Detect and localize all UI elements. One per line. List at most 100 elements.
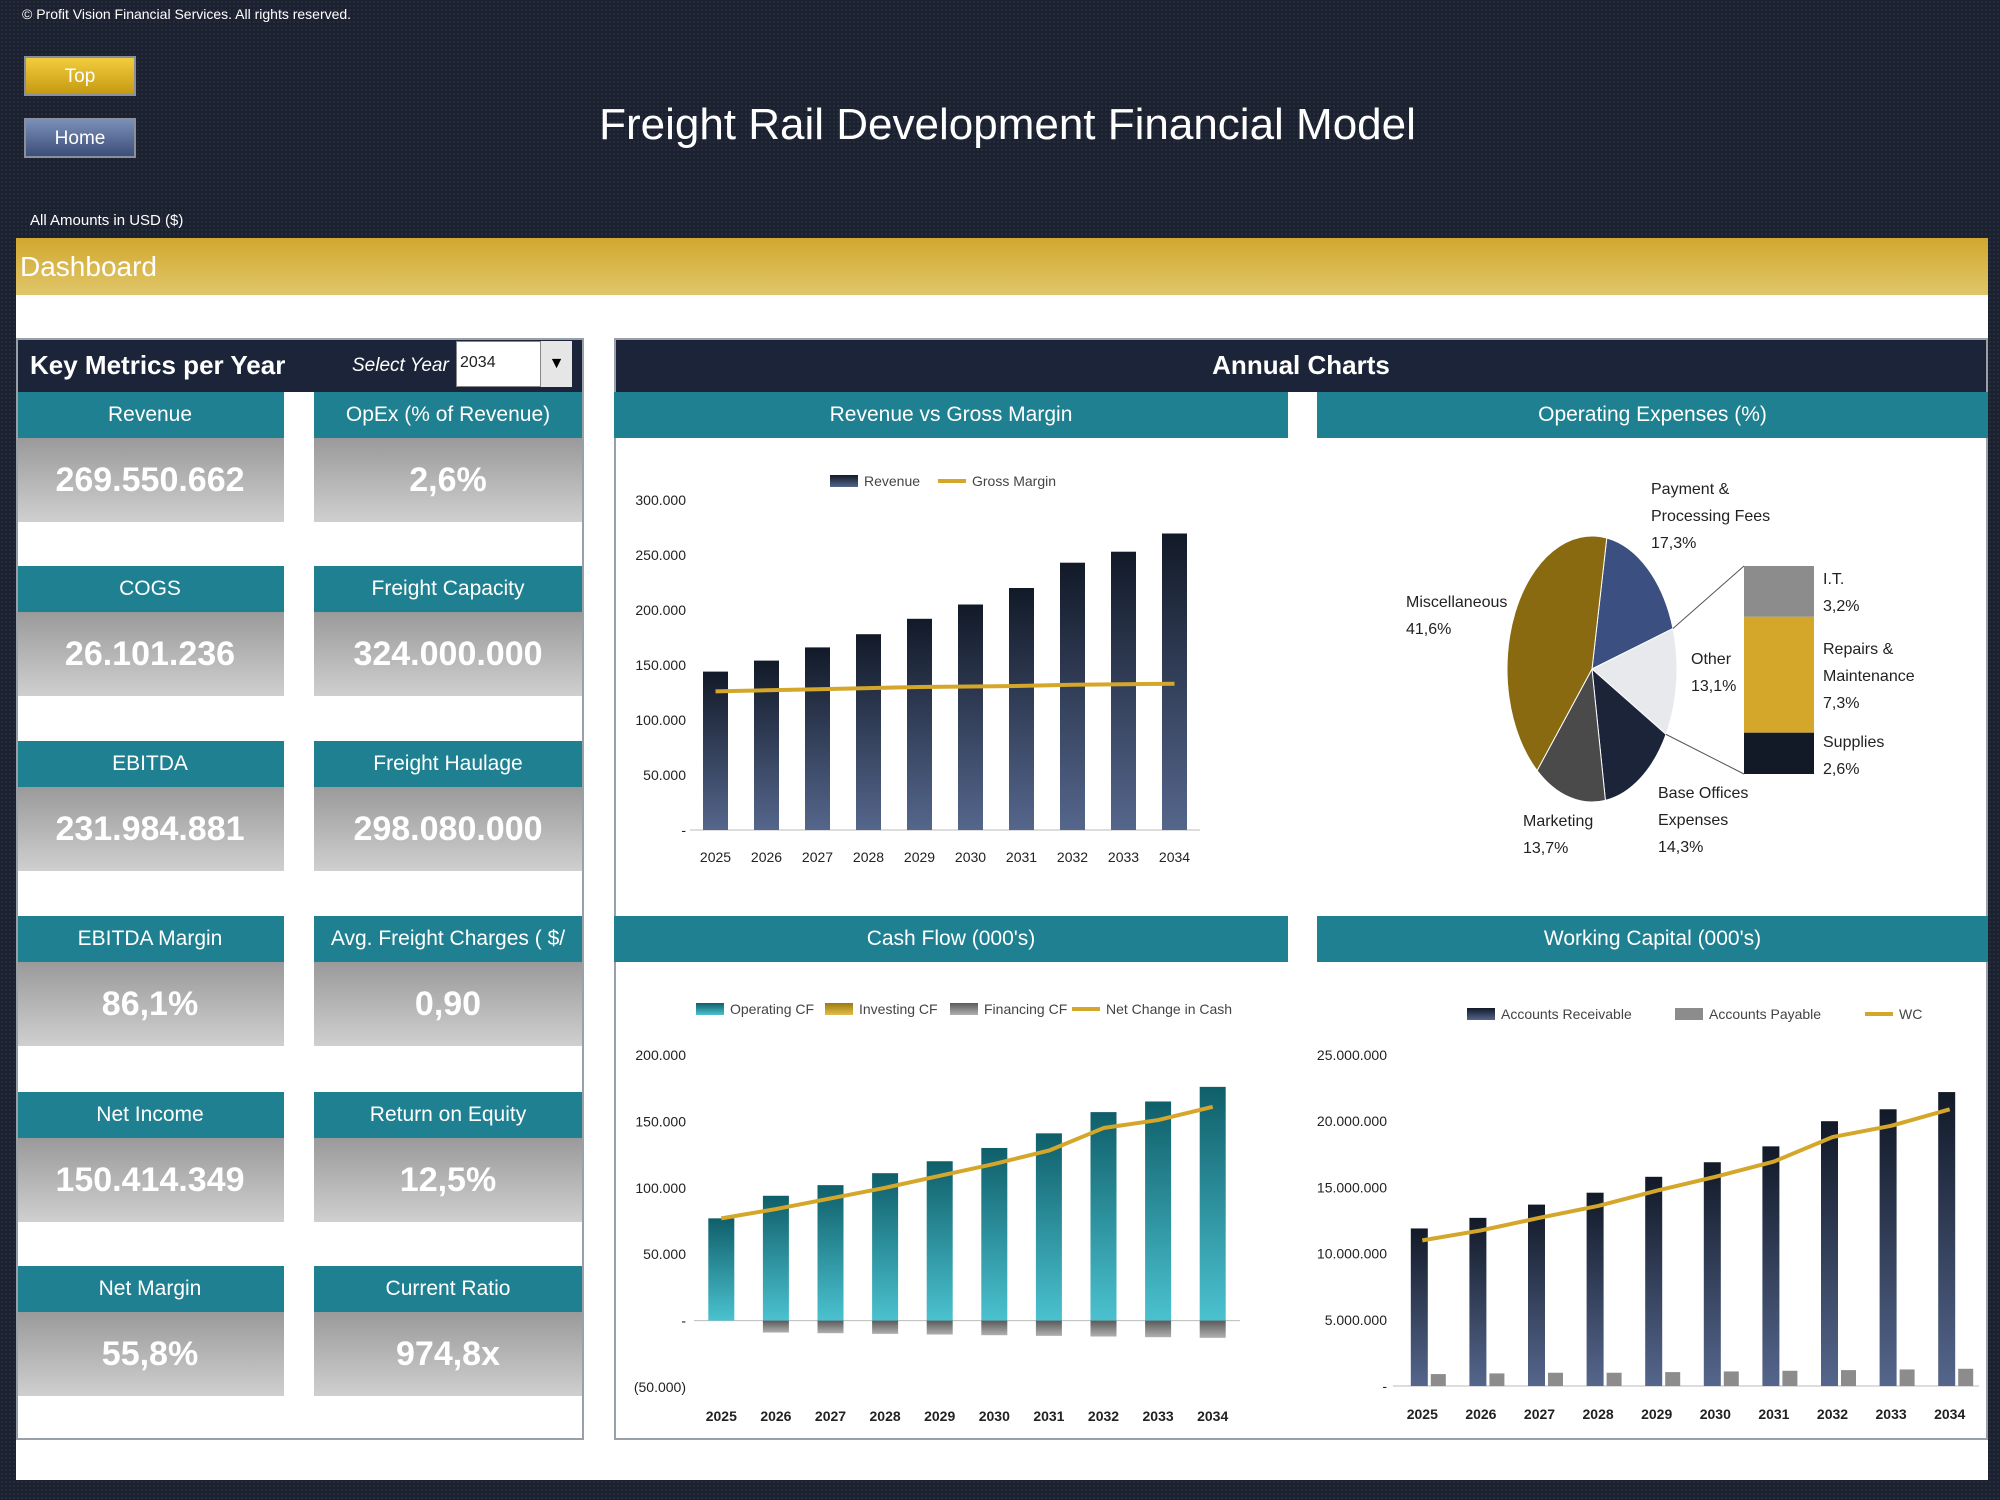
y-tick-label: 25.000.000 [1317, 1047, 1387, 1063]
slice-label-payment: Payment & [1651, 481, 1730, 498]
x-tick-label: 2028 [853, 849, 884, 865]
bar-revenue [754, 660, 779, 830]
metric-value-opex-of-revenue: 2,6% [314, 438, 582, 522]
bar-operating-cf [1090, 1112, 1117, 1321]
x-tick-label: 2027 [1524, 1406, 1555, 1422]
y-tick-label: 150.000 [635, 1113, 686, 1129]
slice-label-marketing: 13,7% [1523, 840, 1568, 857]
x-tick-label: 2030 [979, 1408, 1010, 1424]
bar-operating-cf [762, 1195, 789, 1321]
bar-accounts-payable [1489, 1373, 1505, 1386]
slice-label-miscellaneous: 41,6% [1406, 621, 1451, 638]
bar-accounts-payable [1782, 1370, 1798, 1386]
bar-accounts-payable [1665, 1372, 1681, 1386]
bar-accounts-receivable [1586, 1192, 1604, 1386]
x-tick-label: 2032 [1817, 1406, 1848, 1422]
x-tick-label: 2033 [1876, 1406, 1907, 1422]
opex-chart-title: Operating Expenses (%) [1317, 392, 1988, 438]
metric-label-net-margin: Net Margin [16, 1266, 284, 1312]
legend-label: Gross Margin [972, 473, 1056, 489]
bar-financing-cf [762, 1320, 789, 1333]
bar-operating-cf [1199, 1086, 1226, 1321]
bar-accounts-receivable [1645, 1176, 1663, 1386]
bar-revenue [1009, 588, 1034, 830]
bar-financing-cf [872, 1320, 899, 1334]
y-tick-label: - [681, 1313, 686, 1329]
legend-label: Financing CF [984, 1001, 1067, 1017]
metric-value-current-ratio: 974,8x [314, 1312, 582, 1396]
annual-charts-border [614, 338, 1988, 1440]
bar-accounts-receivable [1703, 1162, 1721, 1386]
cash-flow-chart: (50.000) - 50.000 100.000 150.000 200.000 2025… [634, 1001, 1240, 1424]
home-button[interactable]: Home [24, 118, 136, 158]
breakdown-label-supplies: Supplies [1823, 734, 1884, 751]
x-tick-label: 2029 [924, 1408, 955, 1424]
y-tick-label: - [681, 822, 686, 838]
y-tick-label: 300.000 [635, 492, 686, 508]
y-tick-label: 15.000.000 [1317, 1179, 1387, 1195]
x-tick-label: 2029 [904, 849, 935, 865]
x-tick-label: 2033 [1108, 849, 1139, 865]
legend-label: Accounts Payable [1709, 1006, 1821, 1022]
annual-charts-title: Annual Charts [614, 338, 1988, 392]
metric-label-opex-of-revenue: OpEx (% of Revenue) [314, 392, 582, 438]
bar-accounts-receivable [1469, 1217, 1487, 1386]
bar-operating-cf [981, 1147, 1008, 1321]
x-tick-label: 2026 [760, 1408, 791, 1424]
y-tick-label: 200.000 [635, 602, 686, 618]
y-tick-label: 10.000.000 [1317, 1246, 1387, 1262]
dropdown-arrow-icon[interactable]: ▼ [540, 341, 572, 387]
bar-accounts-receivable [1528, 1204, 1545, 1386]
slice-label-payment: Processing Fees [1651, 508, 1770, 525]
bar-accounts-receivable [1762, 1146, 1780, 1386]
legend-swatch [950, 1003, 978, 1015]
metric-label-cogs: COGS [16, 566, 284, 612]
bar-financing-cf [1145, 1320, 1172, 1338]
breakdown-label-repairs: 7,3% [1823, 695, 1859, 712]
y-tick-label: 50.000 [643, 767, 686, 783]
x-tick-label: 2027 [815, 1408, 846, 1424]
metric-label-net-income: Net Income [16, 1092, 284, 1138]
x-tick-label: 2029 [1641, 1406, 1672, 1422]
slice-label-marketing: Marketing [1523, 813, 1593, 830]
legend-label: Revenue [864, 473, 920, 489]
select-year-label: Select Year [352, 355, 449, 376]
bar-accounts-payable [1548, 1372, 1563, 1386]
x-tick-label: 2025 [700, 849, 731, 865]
breakdown-segment-repairs-maintenance [1744, 616, 1814, 733]
bar-revenue [1111, 551, 1136, 830]
pie-slice-payment-processing-fees [1591, 537, 1674, 670]
operating-expenses-chart: Payment & Processing Fees 17,3% Other 13,1% B… [1406, 481, 1915, 857]
bar-accounts-receivable [1821, 1121, 1838, 1386]
x-tick-label: 2032 [1057, 849, 1088, 865]
working-capital-chart: - 5.000.000 10.000.000 15.000.000 20.000.000… [1317, 1006, 1979, 1422]
bar-revenue [907, 618, 932, 830]
year-select-value[interactable]: 2034 [460, 354, 496, 371]
x-tick-label: 2034 [1197, 1408, 1228, 1424]
y-tick-label: (50.000) [634, 1379, 686, 1395]
bar-accounts-payable [1841, 1370, 1856, 1386]
metric-value-freight-capacity: 324.000.000 [314, 612, 582, 696]
top-button[interactable]: Top [24, 56, 136, 96]
metric-value-net-income: 150.414.349 [16, 1138, 284, 1222]
x-tick-label: 2030 [1700, 1406, 1731, 1422]
legend-label: Investing CF [859, 1001, 938, 1017]
bar-accounts-payable [1958, 1368, 1974, 1386]
bar-operating-cf [1035, 1133, 1062, 1321]
key-metrics-title: Key Metrics per Year [30, 350, 286, 380]
y-tick-label: 100.000 [635, 1180, 686, 1196]
metric-value-avg-freight-charges-ton-km: 0,90 [314, 962, 582, 1046]
metric-value-return-on-equity: 12,5% [314, 1138, 582, 1222]
bar-revenue [1162, 533, 1187, 830]
x-tick-label: 2033 [1143, 1408, 1174, 1424]
x-tick-label: 2025 [706, 1408, 737, 1424]
bar-accounts-payable [1723, 1371, 1739, 1386]
breakdown-label-repairs: Repairs & [1823, 641, 1894, 658]
x-tick-label: 2031 [1758, 1406, 1789, 1422]
slice-label-other: Other [1691, 651, 1732, 668]
x-tick-label: 2031 [1006, 849, 1037, 865]
x-tick-label: 2026 [751, 849, 782, 865]
bar-operating-cf [1145, 1101, 1172, 1321]
line-gross-margin [715, 681, 1175, 694]
y-tick-label: 150.000 [635, 657, 686, 673]
